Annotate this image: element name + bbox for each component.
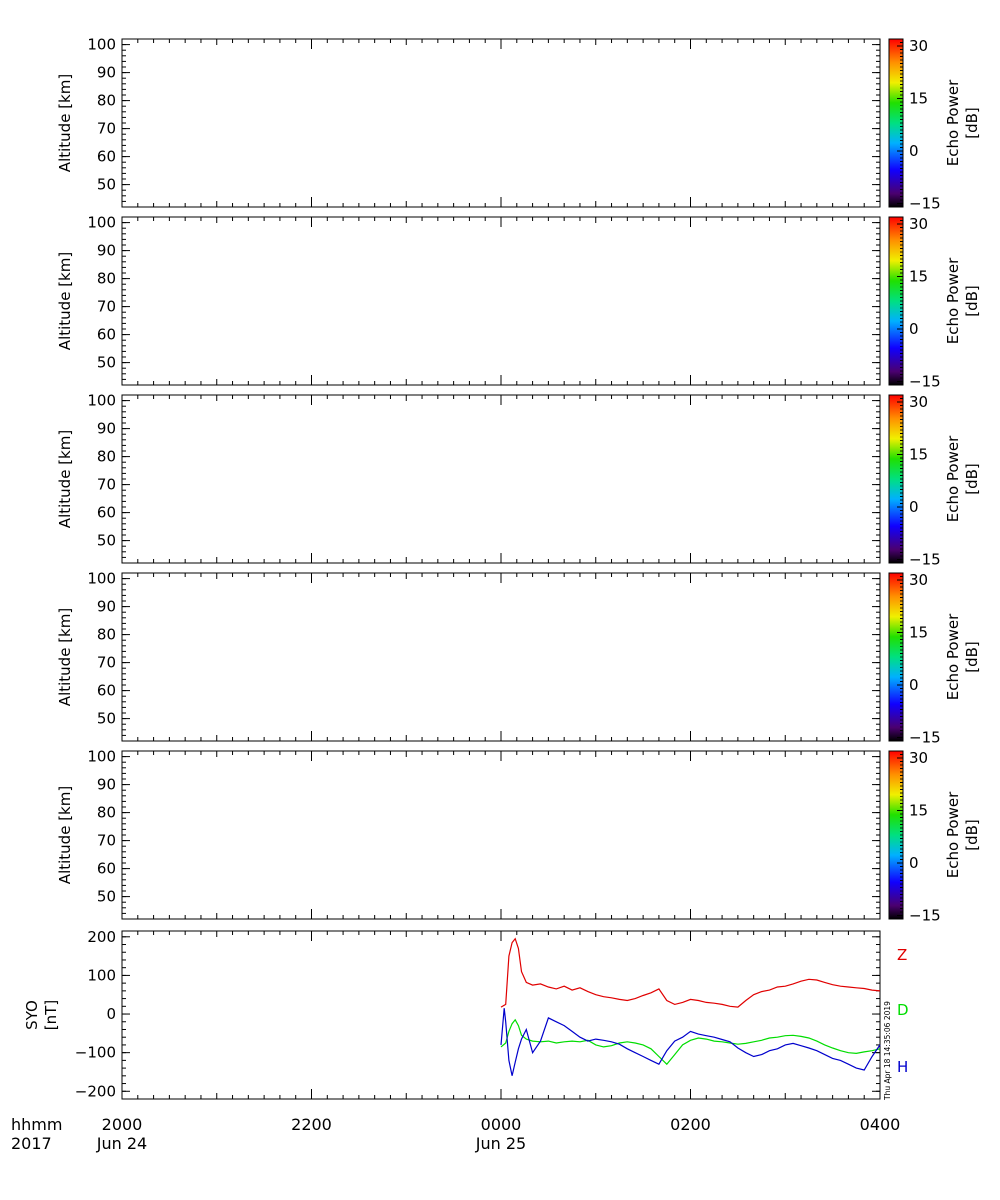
y-tick-label: 100: [87, 392, 116, 410]
y-tick-label: 60: [97, 504, 116, 522]
colorbar-tick-label: −15: [909, 373, 941, 391]
colorbar-tick-label: 0: [909, 676, 919, 694]
x-tick-label: 2200: [291, 1115, 332, 1134]
colorbar-tick-label: 0: [909, 320, 919, 338]
y-tick-label: 100: [87, 214, 116, 232]
y-axis-unit: [nT]: [42, 1000, 60, 1030]
colorbar-tick-label: −15: [909, 195, 941, 213]
y-tick-label: 70: [97, 298, 116, 316]
colorbar-label: Echo Power: [944, 791, 962, 878]
y-tick-label: 60: [97, 326, 116, 344]
series-label-h: H: [897, 1058, 908, 1076]
colorbar-tick-label: −15: [909, 551, 941, 569]
colorbar-unit: [dB]: [963, 107, 981, 139]
x-date-label: Jun 25: [475, 1134, 526, 1153]
y-tick-label: 60: [97, 148, 116, 166]
y-tick-label: 90: [97, 776, 116, 794]
y-tick-label: −100: [75, 1044, 116, 1062]
colorbar-label: Echo Power: [944, 79, 962, 166]
y-tick-label: 70: [97, 476, 116, 494]
panel-frame-4: [121, 572, 881, 742]
y-tick-label: 50: [97, 710, 116, 728]
y-axis-label: Altitude [km]: [56, 430, 74, 528]
panel-frame-1: [121, 38, 881, 208]
y-tick-label: 50: [97, 354, 116, 372]
y-tick-label: 0: [106, 1005, 116, 1023]
colorbar-label: Echo Power: [944, 613, 962, 700]
colorbar-tick-label: −15: [909, 729, 941, 747]
colorbar-unit: [dB]: [963, 819, 981, 851]
series-line-d: [500, 1018, 881, 1066]
y-axis-label: Altitude [km]: [56, 74, 74, 172]
colorbar-label: Echo Power: [944, 257, 962, 344]
timestamp: Thu Apr 18 14:35:06 2019: [883, 1001, 892, 1101]
y-tick-label: 50: [97, 176, 116, 194]
y-tick-label: 70: [97, 832, 116, 850]
colorbar-tick-label: 30: [909, 571, 928, 589]
y-tick-label: −200: [75, 1082, 116, 1100]
colorbar-tick-label: 15: [909, 268, 928, 286]
colorbar-tick-label: −15: [909, 907, 941, 925]
colorbar-tick-label: 30: [909, 37, 928, 55]
y-tick-label: 50: [97, 532, 116, 550]
y-tick-label: 100: [87, 570, 116, 588]
colorbar-unit: [dB]: [963, 463, 981, 495]
x-tick-label: 0000: [481, 1115, 522, 1134]
series-label-z: Z: [897, 946, 907, 964]
y-tick-label: 60: [97, 682, 116, 700]
colorbar-unit: [dB]: [963, 641, 981, 673]
panel-frame-2: [121, 216, 881, 386]
y-tick-label: 70: [97, 654, 116, 672]
y-tick-label: 90: [97, 420, 116, 438]
y-axis-label: Altitude [km]: [56, 786, 74, 884]
y-tick-label: 100: [87, 748, 116, 766]
y-tick-label: 90: [97, 64, 116, 82]
series-label-d: D: [897, 1001, 909, 1019]
colorbar-tick-label: 15: [909, 624, 928, 642]
x-tick-label: 0200: [670, 1115, 711, 1134]
x-date-label: Jun 24: [96, 1134, 147, 1153]
y-tick-label: 90: [97, 598, 116, 616]
panel-frame-5: [121, 750, 881, 920]
colorbar-tick-label: 15: [909, 446, 928, 464]
hhmm-label: hhmm: [11, 1115, 62, 1134]
colorbar-tick-label: 0: [909, 142, 919, 160]
y-tick-label: 80: [97, 448, 116, 466]
colorbar-label: Echo Power: [944, 435, 962, 522]
y-tick-label: 80: [97, 804, 116, 822]
year-label: 2017: [11, 1134, 52, 1153]
y-tick-label: 80: [97, 270, 116, 288]
colorbar-tick-label: 15: [909, 90, 928, 108]
y-tick-label: 80: [97, 626, 116, 644]
y-axis-label: SYO: [23, 1000, 41, 1030]
y-tick-label: 60: [97, 860, 116, 878]
y-axis-label: Altitude [km]: [56, 608, 74, 706]
y-tick-label: 80: [97, 92, 116, 110]
y-tick-label: 90: [97, 242, 116, 260]
y-axis-label: Altitude [km]: [56, 252, 74, 350]
series-line-h: [500, 1008, 881, 1076]
x-tick-label: 0400: [860, 1115, 901, 1134]
y-tick-label: 50: [97, 888, 116, 906]
x-tick-label: 2000: [102, 1115, 143, 1134]
colorbar-tick-label: 0: [909, 854, 919, 872]
panel-frame-6: [121, 930, 881, 1100]
y-tick-label: 200: [87, 928, 116, 946]
series-line-z: [500, 937, 881, 1008]
colorbar-tick-label: 0: [909, 498, 919, 516]
colorbar-unit: [dB]: [963, 285, 981, 317]
colorbar-tick-label: 30: [909, 393, 928, 411]
colorbar-tick-label: 30: [909, 215, 928, 233]
y-tick-label: 70: [97, 120, 116, 138]
y-tick-label: 100: [87, 36, 116, 54]
colorbar-tick-label: 15: [909, 802, 928, 820]
colorbar-tick-label: 30: [909, 749, 928, 767]
y-tick-label: 100: [87, 966, 116, 984]
panel-frame-3: [121, 394, 881, 564]
